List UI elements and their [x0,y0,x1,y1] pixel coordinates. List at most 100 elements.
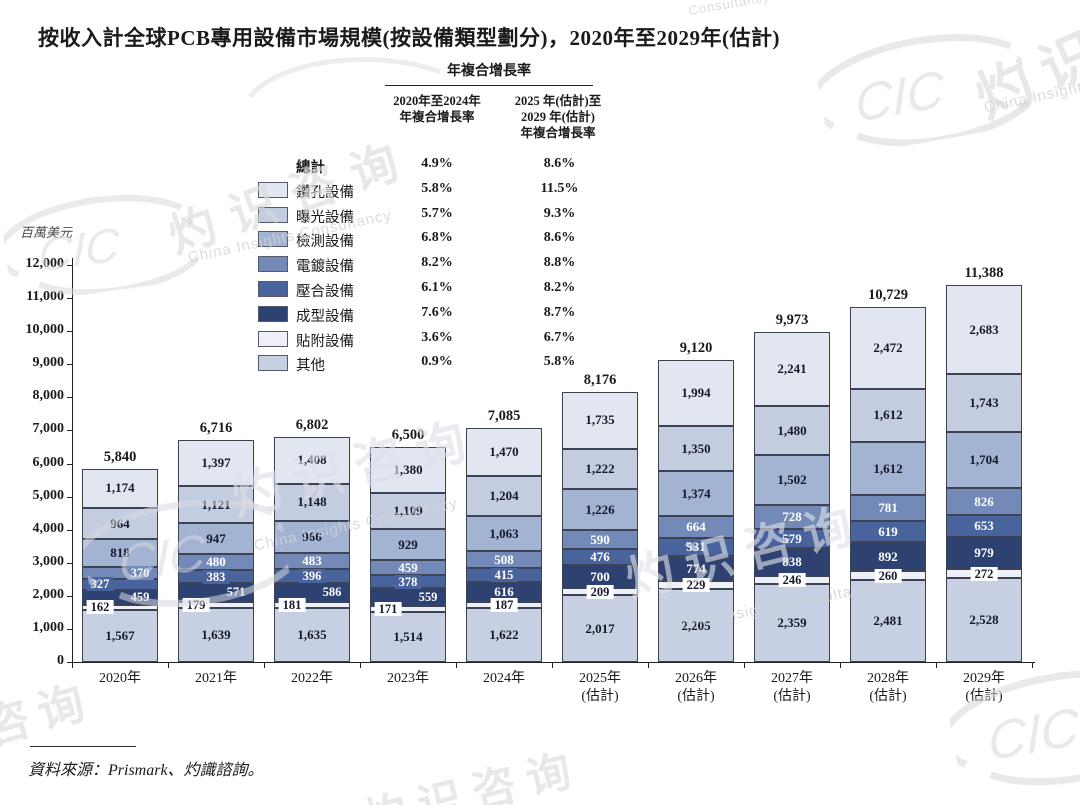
bar-segment-label: 728 [782,508,802,524]
bar-2022年: 1,635 483 966 1,148 1,408 181 586 396 [274,0,350,805]
y-tick-label: 1,000 [32,619,65,635]
bar-segment-成型設備: 616 [466,581,542,603]
cagr-value-2025-2029: 8.2% [543,279,576,295]
legend-row: 總計 4.9% 8.6% [255,154,625,179]
bar-segment-label: 1,639 [201,626,231,642]
y-tick-label: 4,000 [32,520,65,536]
legend-label: 鑽孔設備 [296,184,354,201]
bar-total-label: 9,120 [679,340,713,357]
bar-segment-壓合設備: 531 [658,538,734,556]
y-tick-label: 3,000 [32,553,65,569]
bar-segment-label: 616 [494,583,514,599]
legend-label: 壓合設備 [296,283,354,300]
bar-segment-label: 838 [782,553,802,569]
legend-label: 檢測設備 [296,234,354,251]
bar-segment-label: 2,528 [969,612,999,628]
bar-segment-鑽孔設備: 1,397 [178,439,254,486]
x-tick-label: 2026年 (估計) [675,671,717,704]
bar-segment-label: 2,205 [681,617,711,633]
bar-total-label: 11,388 [964,265,1004,282]
cagr-group-header: 年複合增長率 [447,64,531,79]
bar-segment-label: 415 [490,567,518,582]
cagr-value-2025-2029: 5.8% [543,354,576,370]
legend-row: 貼附設備 3.6% 6.7% [255,328,625,353]
bar-segment-label: 483 [302,553,322,569]
source-note: 資料來源：Prismark、灼識諮詢。 [28,762,264,779]
bar-segment-label: 1,121 [201,496,231,512]
x-tick-label: 2022年 [291,671,333,686]
cagr-value-2025-2029: 8.6% [543,156,576,171]
x-axis-tick [1032,663,1033,668]
bar-segment-其他: 1,639 [178,607,254,662]
bar-2025年: 2,017 700 476 590 1,226 1,222 1,735 209 [562,0,638,805]
bar-segment-label: 1,350 [681,440,711,456]
bar-segment-其他: 1,622 [466,608,542,662]
bar-segment-label: 1,380 [393,461,423,477]
bar-segment-貼附設備 [370,606,446,612]
cagr-col1-header: 2020年至2024年 年複合增長率 [367,93,507,125]
bar-segment-檢測設備: 1,374 [658,470,734,517]
legend-row: 其他 0.9% 5.8% [255,352,625,377]
bar-segment-label: 1,470 [489,443,519,459]
bar-segment-label: 229 [682,578,710,593]
bar-segment-鑽孔設備: 1,735 [562,391,638,449]
bar-segment-label: 246 [778,572,806,587]
bar-segment-曝光設備: 1,204 [466,476,542,517]
bar-segment-label: 181 [278,597,306,612]
bar-segment-其他: 1,567 [82,610,158,662]
y-axis-tick [67,463,73,465]
legend-swatch [258,305,288,322]
cagr-value-2025-2029: 8.6% [543,230,576,246]
bar-segment-電鍍設備: 459 [370,559,446,576]
bar-segment-label: 1,994 [681,385,711,401]
bar-segment-label: 826 [974,493,994,509]
bar-segment-其他: 2,481 [850,579,926,662]
bar-segment-label: 1,204 [489,488,519,504]
bar-segment-label: 2,241 [777,361,807,377]
legend-swatch [258,256,288,273]
bar-segment-label: 619 [878,523,898,539]
bar-segment-label: 1,148 [297,494,327,510]
bar-segment-檢測設備: 1,226 [562,489,638,530]
bar-segment-label: 459 [398,559,418,575]
legend-row: 鑽孔設備 5.8% 11.5% [255,179,625,204]
x-axis-line [72,662,1035,663]
bar-segment-其他: 2,205 [658,589,734,662]
x-axis-tick [648,663,649,668]
bar-segment-label: 1,226 [585,501,615,517]
cagr-value-2025-2029: 9.3% [543,205,576,221]
bar-segment-電鍍設備: 590 [562,529,638,550]
y-axis-unit: 百萬美元 [20,225,73,240]
bar-segment-label: 818 [110,545,130,560]
bar-segment-label: 209 [586,584,614,599]
bar-segment-label: 2,683 [969,321,999,337]
cagr-header-rule [385,85,593,86]
legend-row: 壓合設備 6.1% 8.2% [255,278,625,303]
bar-segment-label: 1,502 [777,472,807,487]
y-axis-line [72,258,73,663]
bar-segment-檢測設備: 966 [274,521,350,554]
bar-segment-檢測設備: 947 [178,523,254,555]
bar-segment-其他: 2,017 [562,595,638,662]
bar-segment-label: 531 [686,539,706,555]
bar-segment-鑽孔設備: 1,380 [370,446,446,493]
bar-segment-曝光設備: 1,612 [850,388,926,443]
bar-segment-label: 508 [494,551,514,567]
x-axis-tick [264,663,265,668]
legend-swatch [258,181,288,198]
y-axis-tick [67,298,73,300]
x-tick-label: 2021年 [195,671,237,686]
bar-segment-鑽孔設備: 2,683 [946,285,1022,374]
cagr-value-2025-2029: 6.7% [543,329,576,345]
bar-segment-成型設備: 892 [850,541,926,572]
x-tick-label: 2027年 (估計) [771,671,813,704]
y-axis-tick [67,562,73,564]
bar-segment-曝光設備: 1,350 [658,426,734,471]
bar-segment-label: 2,017 [585,620,615,636]
bar-segment-label: 187 [490,598,518,613]
y-tick-label: 6,000 [32,454,65,470]
bar-segment-label: 383 [202,569,230,584]
bar-segment-label: 571 [222,585,250,600]
y-tick-label: 5,000 [32,487,65,503]
